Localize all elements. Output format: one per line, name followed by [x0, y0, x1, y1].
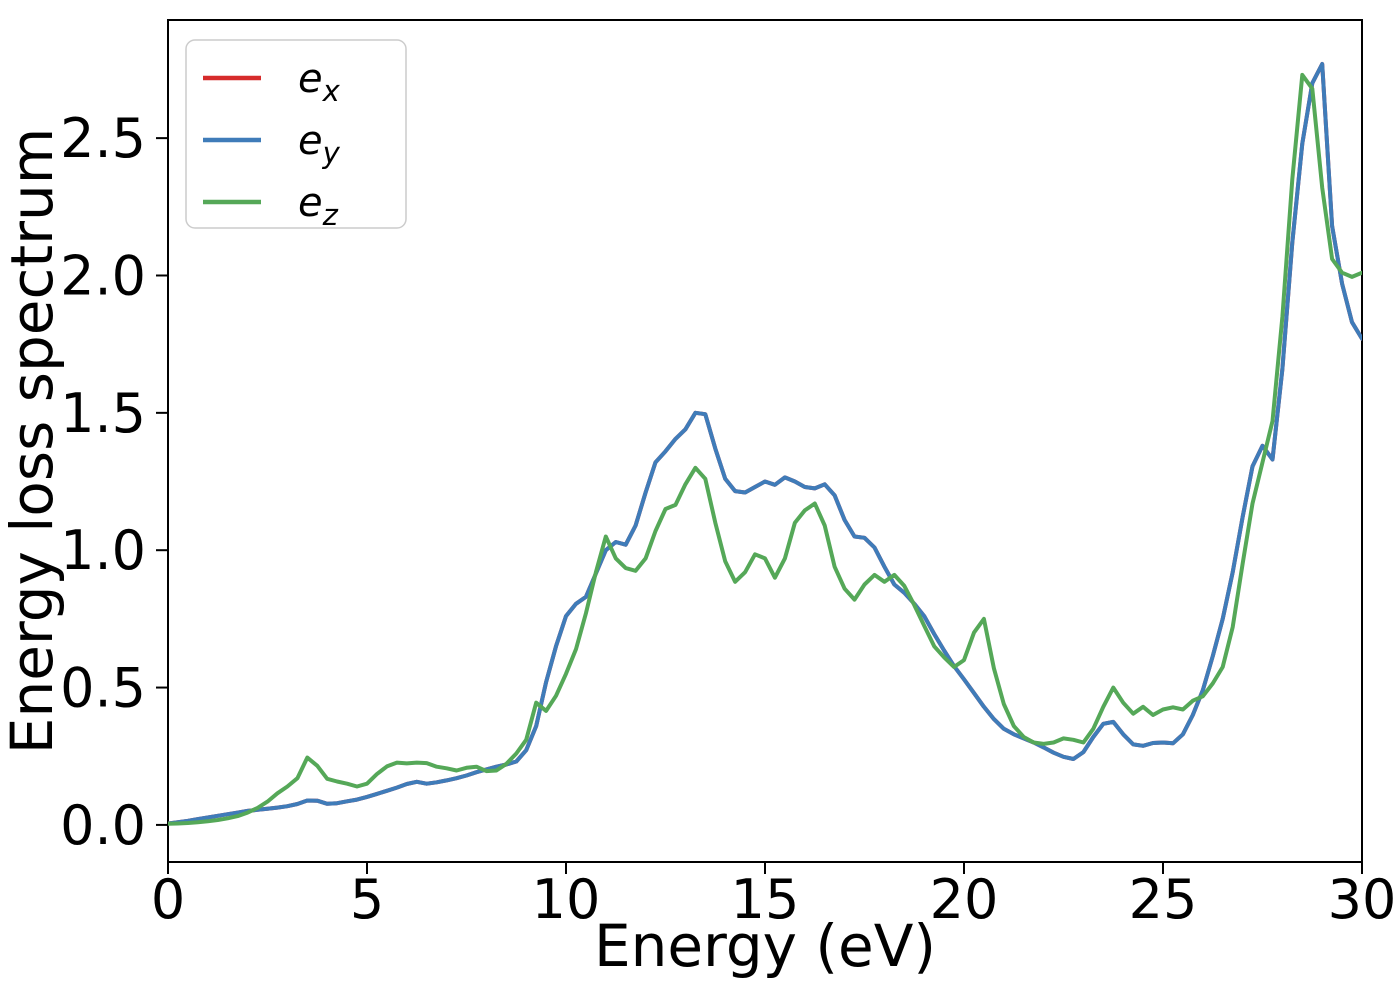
y-tick-label: 0.5	[60, 657, 146, 720]
y-tick-label: 0.0	[60, 794, 146, 857]
legend-label-e_y: ey	[298, 118, 341, 170]
x-axis-ticks: 0 5 10 15 20 25 30	[151, 862, 1397, 931]
x-tick-label: 5	[350, 868, 384, 931]
curves	[168, 62, 1362, 826]
legend-box	[185, 39, 407, 229]
x-tick-label: 25	[1129, 868, 1198, 931]
legend-label-sub: y	[322, 136, 341, 170]
x-tick-label: 0	[151, 868, 185, 931]
x-axis-label: Energy (eV)	[594, 912, 936, 980]
x-tick-label: 30	[1328, 868, 1397, 931]
x-tick-label: 15	[731, 868, 800, 931]
x-tick-label: 20	[930, 868, 999, 931]
y-tick-label: 1.0	[60, 519, 146, 582]
curve-e_z	[168, 72, 1362, 826]
legend-label-sub: z	[322, 198, 339, 232]
legend-label-main: e	[298, 180, 323, 226]
y-tick-label: 2.0	[60, 244, 146, 307]
y-tick-label: 1.5	[60, 382, 146, 445]
legend-label-main: e	[298, 56, 323, 102]
legend-label-e_z: ez	[298, 180, 339, 232]
legend-label-sub: x	[322, 74, 341, 108]
x-tick-label: 10	[532, 868, 601, 931]
legend-label-e_x: ex	[298, 56, 341, 108]
legend-label-main: e	[298, 118, 323, 164]
y-axis-ticks: 0.0 0.5 1.0 1.5 2.0 2.5	[60, 107, 168, 857]
y-tick-label: 2.5	[60, 107, 146, 170]
curve-e_y	[168, 62, 1362, 826]
y-axis-label: Energy loss spectrum	[0, 128, 66, 754]
